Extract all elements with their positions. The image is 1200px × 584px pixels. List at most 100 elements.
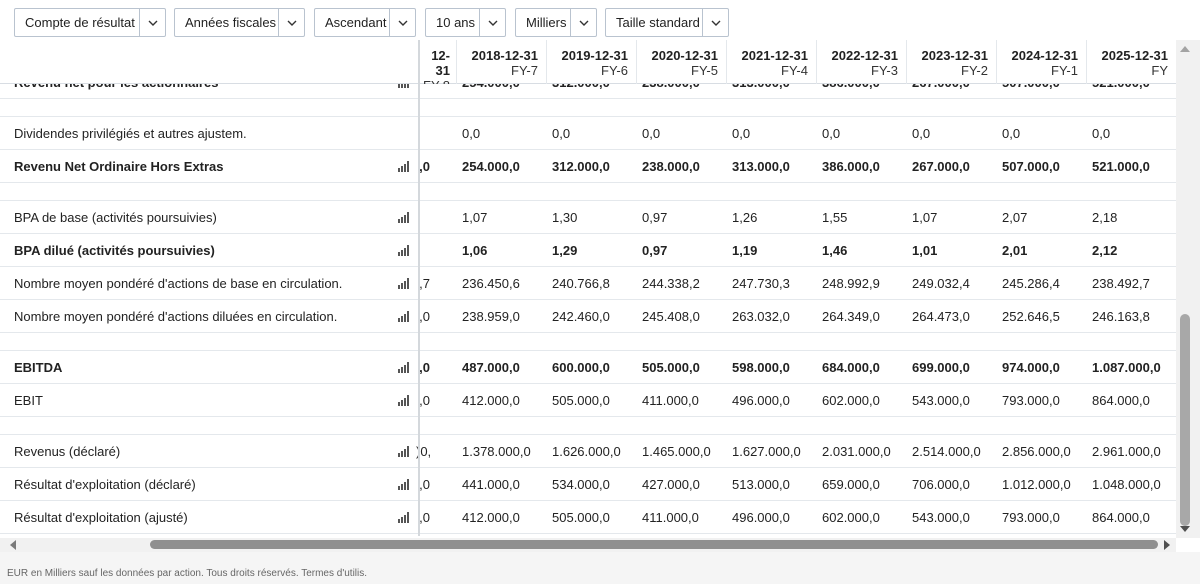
scroll-left-arrow-icon[interactable] <box>10 540 16 550</box>
cell-value: 699.000,0 <box>912 360 970 375</box>
cell-value: 1,06 <box>462 243 488 258</box>
table-row: Résultat d'exploitation (ajusté) ,0 412.00… <box>0 501 1176 534</box>
statement-type-label: Compte de résultat <box>25 15 135 30</box>
scroll-up-arrow-icon[interactable] <box>1180 46 1190 52</box>
table-row: Revenu net pour les actionnaires 254.000,… <box>0 84 1176 99</box>
cell-value: 1.626.000,0 <box>552 444 621 459</box>
vertical-scrollbar-thumb[interactable] <box>1180 314 1190 526</box>
table-row: Dividendes privilégiés et autres ajustem… <box>0 117 1176 150</box>
cell-value-partial: ,0 <box>419 360 430 375</box>
period-type-dropdown[interactable]: Années fiscales <box>174 8 305 37</box>
chevron-down-icon[interactable] <box>479 9 505 36</box>
table-row-spacer <box>0 183 1176 201</box>
chevron-down-icon[interactable] <box>139 9 165 36</box>
cell-value: 505.000,0 <box>552 510 610 525</box>
cell-value: 602.000,0 <box>822 510 880 525</box>
column-header: 2025-12-31 FY <box>1086 40 1176 84</box>
row-label: Revenu net pour les actionnaires <box>14 84 218 99</box>
table-row: Nombre moyen pondéré d'actions de base e… <box>0 267 1176 300</box>
column-date: 2018-12-31 <box>471 48 539 63</box>
cell-value: 2,12 <box>1092 243 1118 258</box>
table-row-spacer <box>0 417 1176 435</box>
cell-value: 793.000,0 <box>1002 393 1060 408</box>
cell-value: 659.000,0 <box>822 477 880 492</box>
chevron-down-icon[interactable] <box>570 9 596 36</box>
cell-value: 2,07 <box>1002 210 1028 225</box>
bar-chart-icon[interactable] <box>398 212 409 223</box>
units-dropdown[interactable]: Milliers <box>515 8 597 37</box>
bar-chart-icon[interactable] <box>398 245 409 256</box>
bar-chart-icon[interactable] <box>398 512 409 523</box>
size-dropdown[interactable]: Taille standard <box>605 8 729 37</box>
cell-value: 0,0 <box>462 126 481 141</box>
cell-value: 240.766,8 <box>552 276 610 291</box>
column-header: 2022-12-31 FY-3 <box>816 40 906 84</box>
row-label: Nombre moyen pondéré d'actions de base e… <box>14 276 343 291</box>
cell-value: 254.000,0 <box>462 159 520 174</box>
row-label: Revenu Net Ordinaire Hors Extras <box>14 159 224 174</box>
column-header: 2019-12-31 FY-6 <box>546 40 636 84</box>
column-header: 2023-12-31 FY-2 <box>906 40 996 84</box>
cell-value: 521.000,0 <box>1092 159 1150 174</box>
sort-order-dropdown[interactable]: Ascendant <box>314 8 416 37</box>
years-range-dropdown[interactable]: 10 ans <box>425 8 506 37</box>
cell-value: 521.000,0 <box>1092 84 1150 99</box>
scroll-down-arrow-icon[interactable] <box>1180 526 1190 532</box>
scroll-right-arrow-icon[interactable] <box>1164 540 1170 550</box>
row-label: Résultat d'exploitation (déclaré) <box>14 477 196 492</box>
column-header: 2018-12-31 FY-7 <box>456 40 546 84</box>
cell-value: 487.000,0 <box>462 360 520 375</box>
cell-value: 252.646,5 <box>1002 309 1060 324</box>
column-header: 2021-12-31 FY-4 <box>726 40 816 84</box>
cell-value: 507.000,0 <box>1002 159 1060 174</box>
cell-value: 0,0 <box>912 126 931 141</box>
cell-value: 1,46 <box>822 243 848 258</box>
frozen-column-divider <box>418 40 420 536</box>
horizontal-scrollbar-thumb[interactable] <box>150 540 1158 549</box>
cell-value: 238.000,0 <box>642 84 700 99</box>
column-fiscal-label: FY <box>1151 63 1168 78</box>
cell-value: 245.286,4 <box>1002 276 1060 291</box>
cell-value: 1.087.000,0 <box>1092 360 1161 375</box>
cell-value: 0,0 <box>732 126 751 141</box>
cell-value: 2.514.000,0 <box>912 444 981 459</box>
column-fiscal-label: FY-8 <box>420 78 450 84</box>
bar-chart-icon[interactable] <box>398 446 409 457</box>
chevron-down-icon[interactable] <box>278 9 304 36</box>
cell-value: 386.000,0 <box>822 84 880 99</box>
column-date: 2021-12-31 <box>741 48 809 63</box>
cell-value: 1.378.000,0 <box>462 444 531 459</box>
bar-chart-icon[interactable] <box>398 161 409 172</box>
cell-value: 427.000,0 <box>642 477 700 492</box>
statement-type-dropdown[interactable]: Compte de résultat <box>14 8 166 37</box>
chevron-down-icon[interactable] <box>389 9 415 36</box>
column-date: 2024-12-31 <box>1011 48 1079 63</box>
cell-value: 313.000,0 <box>732 84 790 99</box>
bar-chart-icon[interactable] <box>398 278 409 289</box>
period-type-label: Années fiscales <box>185 15 277 30</box>
column-fiscal-label: FY-1 <box>1051 63 1078 78</box>
cell-value: 1.627.000,0 <box>732 444 801 459</box>
column-fiscal-label: FY-7 <box>511 63 538 78</box>
table-row: Revenus (déclaré))0,01.378.000,01.626.00… <box>0 435 1176 468</box>
bar-chart-icon[interactable] <box>398 479 409 490</box>
bar-chart-icon[interactable] <box>398 84 409 88</box>
cell-value: 2.856.000,0 <box>1002 444 1071 459</box>
cell-value: 248.992,9 <box>822 276 880 291</box>
cell-value: 505.000,0 <box>552 393 610 408</box>
cell-value: 496.000,0 <box>732 510 790 525</box>
cell-value: 1.465.000,0 <box>642 444 711 459</box>
cell-value: 386.000,0 <box>822 159 880 174</box>
cell-value: 496.000,0 <box>732 393 790 408</box>
cell-value: 238.959,0 <box>462 309 520 324</box>
bar-chart-icon[interactable] <box>398 362 409 373</box>
cell-value: 238.492,7 <box>1092 276 1150 291</box>
table-row: BPA dilué (activités poursuivies) 1,06 1,2… <box>0 234 1176 267</box>
cell-value: 1,30 <box>552 210 578 225</box>
cell-value: 236.450,6 <box>462 276 520 291</box>
cell-value: 263.032,0 <box>732 309 790 324</box>
bar-chart-icon[interactable] <box>398 311 409 322</box>
chevron-down-icon[interactable] <box>702 9 728 36</box>
bar-chart-icon[interactable] <box>398 395 409 406</box>
column-date: 2019-12-31 <box>561 48 629 63</box>
